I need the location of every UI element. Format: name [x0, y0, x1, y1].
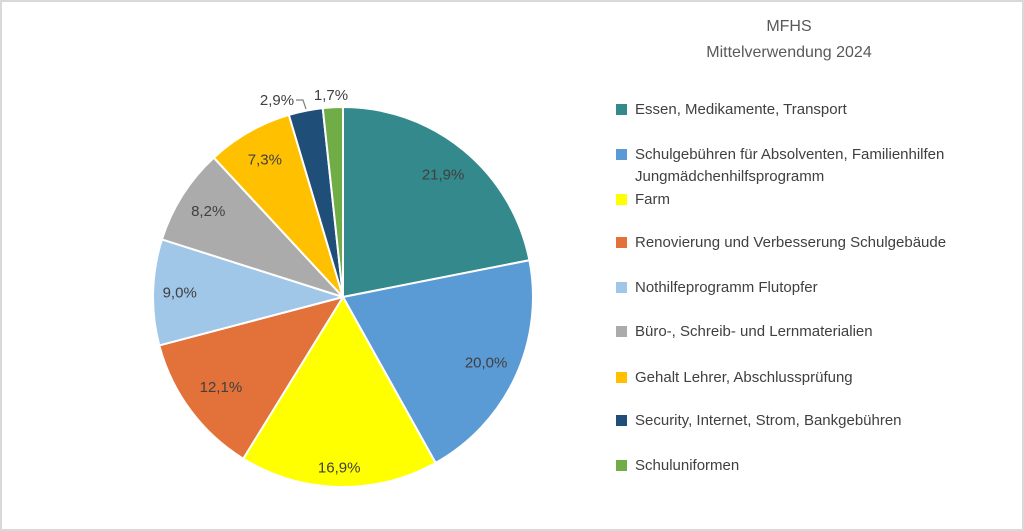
pie-slice — [342, 106, 531, 298]
pie-slice — [342, 259, 534, 464]
chart-title: MFHS Mittelverwendung 2024 — [586, 14, 992, 66]
pie-value-label: 12,1% — [200, 379, 243, 396]
pie-value-label: 1,7% — [314, 87, 348, 104]
pie-slice — [152, 238, 344, 347]
pie-value-label: 21,9% — [422, 167, 465, 184]
pie-slice — [158, 296, 344, 460]
pie-slice — [160, 156, 344, 298]
pie-slice — [321, 105, 344, 298]
chart-title-line2: Mittelverwendung 2024 — [706, 44, 872, 61]
chart-title-line1: MFHS — [766, 18, 812, 35]
label-leader-line — [296, 99, 307, 110]
pie-value-label: 2,9% — [260, 92, 294, 109]
pie-value-label: 7,3% — [248, 152, 282, 169]
pie-value-label: 9,0% — [163, 284, 197, 301]
pie-slice — [242, 296, 437, 488]
pie-value-label: 16,9% — [318, 460, 361, 477]
pie-value-label: 8,2% — [191, 203, 225, 220]
pie-value-label: 20,0% — [465, 355, 508, 372]
